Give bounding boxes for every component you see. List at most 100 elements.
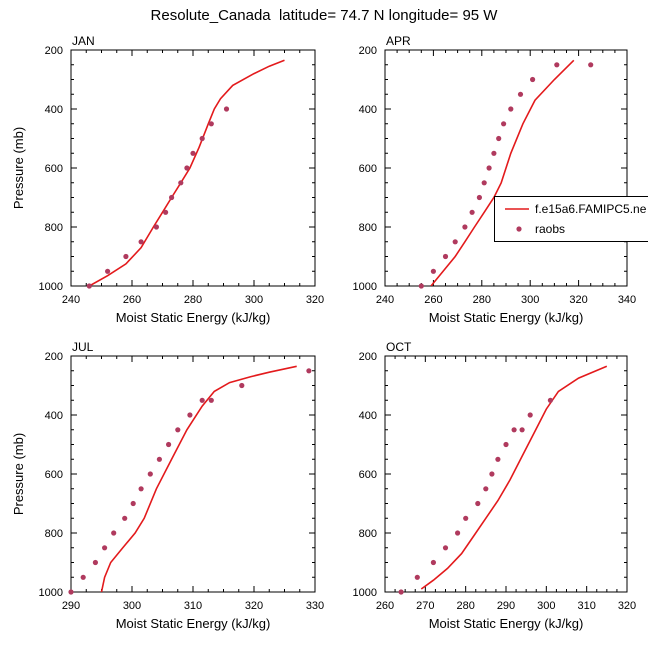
y-tick-label: 1000 <box>353 281 377 293</box>
raobs-point <box>306 368 312 374</box>
y-tick-label: 400 <box>45 410 63 422</box>
y-tick-label: 800 <box>359 528 377 540</box>
raobs-point <box>442 253 449 260</box>
x-axis-label: Moist Static Energy (kJ/kg) <box>116 310 271 325</box>
raobs-point <box>530 76 536 83</box>
raobs-point <box>130 500 136 507</box>
x-tick-label: 240 <box>376 294 394 306</box>
raobs-point <box>105 268 111 274</box>
raobs-point <box>166 441 172 448</box>
raobs-point <box>414 574 420 580</box>
raobs-point <box>519 427 525 433</box>
raobs-point <box>508 106 514 112</box>
raobs-point <box>190 150 196 156</box>
x-tick-label: 310 <box>184 600 202 612</box>
raobs-point <box>208 121 214 127</box>
raobs-point <box>501 121 507 127</box>
raobs-point <box>80 574 86 580</box>
legend-obs-label: raobs <box>535 222 566 236</box>
y-tick-label: 200 <box>45 45 63 57</box>
x-tick-label: 280 <box>473 294 491 306</box>
plot-frame <box>384 355 628 593</box>
raobs-point <box>496 135 502 142</box>
raobs-point <box>178 180 184 186</box>
raobs-point <box>199 135 205 142</box>
raobs-point <box>491 150 497 156</box>
plot-frame <box>70 355 316 593</box>
x-axis-label: Moist Static Energy (kJ/kg) <box>429 310 584 325</box>
legend-line-swatch <box>505 208 529 210</box>
raobs-point <box>455 530 461 536</box>
y-tick-label: 800 <box>45 222 63 234</box>
legend: f.e15a6.FAMIPC5.ne raobs <box>494 196 648 242</box>
y-tick-label: 400 <box>359 410 377 422</box>
x-tick-label: 300 <box>537 600 555 612</box>
panel-apr: APR 240 260 280 300 320 340 200 400 600 800 1000 Moi… <box>353 34 637 325</box>
raobs-point <box>483 486 489 492</box>
y-tick-label: 1000 <box>353 587 377 599</box>
raobs-point <box>452 239 458 245</box>
y-tick-label: 200 <box>359 351 377 363</box>
raobs-point <box>184 165 190 171</box>
panel-label: JUL <box>72 340 94 354</box>
x-tick-label: 320 <box>245 600 263 612</box>
raobs-point <box>462 224 468 230</box>
series-line-model <box>430 59 575 286</box>
x-tick-label: 320 <box>618 600 636 612</box>
panel-jul: JUL 290 300 310 320 330 200 400 600 800 1000 Moist … <box>11 340 324 631</box>
x-tick-label: 340 <box>618 294 636 306</box>
raobs-point <box>503 441 509 448</box>
raobs-point <box>469 209 475 215</box>
series-line-model <box>100 365 297 592</box>
raobs-point <box>123 253 129 260</box>
x-tick-label: 260 <box>376 600 394 612</box>
x-tick-label: 330 <box>306 600 324 612</box>
raobs-point <box>418 283 424 289</box>
legend-marker-swatch <box>516 226 522 232</box>
y-tick-label: 600 <box>359 163 377 175</box>
x-tick-label: 270 <box>416 600 434 612</box>
x-tick-label: 290 <box>62 600 80 612</box>
raobs-point <box>187 412 193 418</box>
raobs-point <box>463 515 469 521</box>
y-tick-label: 600 <box>45 163 63 175</box>
raobs-point <box>442 545 449 551</box>
y-tick-label: 400 <box>359 104 377 116</box>
x-tick-label: 320 <box>569 294 587 306</box>
x-tick-label: 260 <box>123 294 141 306</box>
y-tick-label: 600 <box>359 469 377 481</box>
raobs-point <box>175 427 181 433</box>
raobs-point <box>511 427 517 433</box>
raobs-point <box>138 239 144 245</box>
raobs-point <box>208 397 214 403</box>
raobs-point <box>239 382 245 389</box>
panel-label: JAN <box>72 34 95 48</box>
y-tick-label: 800 <box>359 222 377 234</box>
y-tick-label: 200 <box>45 351 63 363</box>
raobs-point <box>517 91 524 97</box>
raobs-point <box>169 194 175 201</box>
panel-label: APR <box>386 34 411 48</box>
raobs-point <box>153 224 159 230</box>
raobs-point <box>102 545 108 551</box>
raobs-point <box>495 456 501 462</box>
raobs-point <box>147 471 153 477</box>
x-tick-label: 280 <box>456 600 474 612</box>
y-tick-label: 1000 <box>39 587 63 599</box>
panel-oct: OCT 260 270 280 290 300 310 320 200 400 600 800 1000… <box>353 340 637 631</box>
raobs-point <box>156 456 162 462</box>
raobs-point <box>138 486 144 492</box>
x-tick-label: 260 <box>424 294 442 306</box>
raobs-point <box>122 515 128 521</box>
x-axis-label: Moist Static Energy (kJ/kg) <box>116 616 271 631</box>
x-tick-label: 310 <box>577 600 595 612</box>
figure-title: Resolute_Canada latitude= 74.7 N longitu… <box>150 7 498 24</box>
x-tick-label: 280 <box>184 294 202 306</box>
x-tick-label: 290 <box>497 600 515 612</box>
raobs-point <box>86 283 92 289</box>
y-axis-label: Pressure (mb) <box>11 127 26 209</box>
raobs-point <box>527 412 533 418</box>
raobs-point <box>430 559 436 566</box>
y-tick-label: 200 <box>359 45 377 57</box>
y-tick-label: 800 <box>45 528 63 540</box>
